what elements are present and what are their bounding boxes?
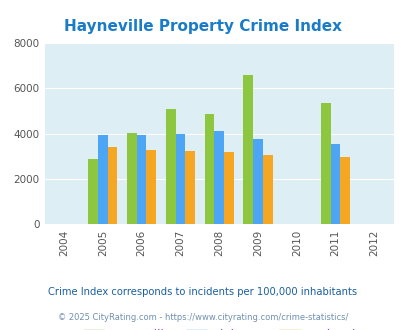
Bar (214, 131, 224, 224)
Bar (98, 135, 107, 224)
Bar (243, 75, 253, 224)
Bar (146, 149, 156, 224)
Bar (224, 152, 233, 224)
Text: Hayneville Property Crime Index: Hayneville Property Crime Index (64, 19, 341, 34)
Bar (107, 147, 117, 224)
Bar (262, 155, 272, 224)
Bar (88, 159, 98, 224)
Text: © 2025 CityRating.com - https://www.cityrating.com/crime-statistics/: © 2025 CityRating.com - https://www.city… (58, 313, 347, 322)
Bar (136, 135, 146, 224)
Bar (127, 133, 136, 224)
Bar (330, 144, 340, 224)
Bar (166, 109, 175, 224)
Bar (253, 139, 262, 224)
Bar (185, 151, 194, 224)
Bar (175, 134, 185, 224)
Text: Crime Index corresponds to incidents per 100,000 inhabitants: Crime Index corresponds to incidents per… (48, 287, 357, 297)
Bar (204, 115, 214, 224)
Bar (320, 103, 330, 224)
Legend: Hayneville, Alabama, National: Hayneville, Alabama, National (78, 325, 360, 330)
Bar (340, 157, 350, 224)
